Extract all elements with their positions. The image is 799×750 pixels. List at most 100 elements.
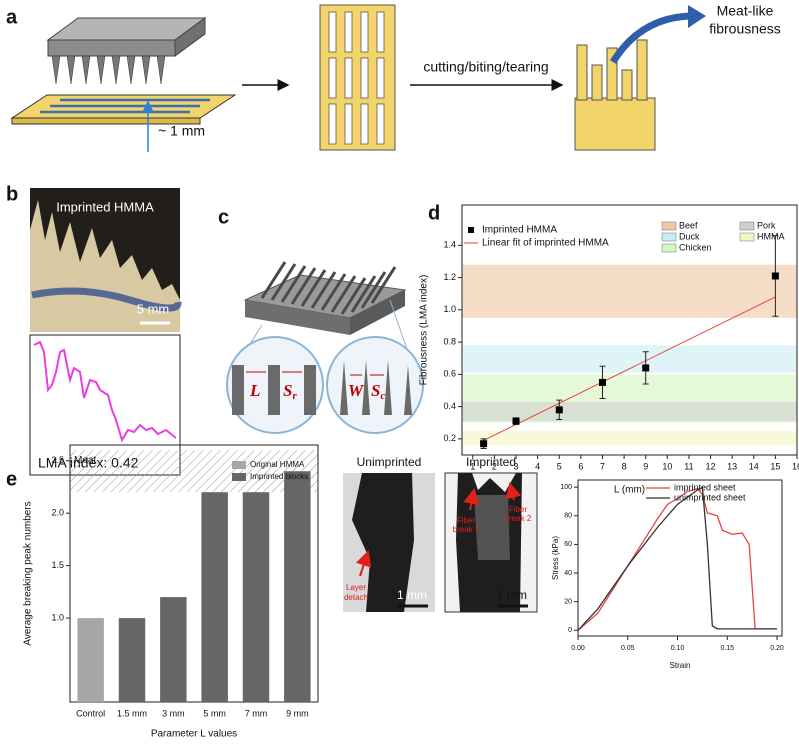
- x-tick-label: 6: [578, 461, 583, 471]
- action-label: cutting/biting/tearing: [423, 59, 548, 75]
- legend-swatch: [661, 243, 677, 253]
- legend-label: Original HMMA: [250, 460, 305, 469]
- fit-line: [483, 296, 776, 441]
- stamp-teeth: [51, 55, 166, 85]
- panel-a: a ~ 1 mm cutting/biting/tearing: [6, 3, 781, 152]
- result-label: Meat-like: [717, 3, 774, 19]
- point: [480, 440, 488, 448]
- panel-label: d: [428, 202, 440, 224]
- photo-title: Imprinted HMMA: [56, 199, 154, 214]
- x-tick-label: 9 mm: [286, 708, 309, 718]
- panel-c: c L Sr W Sc: [218, 206, 424, 434]
- dim-label: W: [348, 381, 365, 400]
- legend-label: Beef: [679, 220, 698, 230]
- reference-band: [70, 450, 318, 493]
- y-tick-label: 2.0: [51, 508, 64, 518]
- x-tick-label: 8: [622, 461, 627, 471]
- point: [598, 378, 606, 386]
- x-tick-label: 0.05: [621, 645, 635, 652]
- dim-label: Sr: [283, 381, 297, 402]
- annotation: break 1: [453, 525, 480, 534]
- annotation: Fiber: [457, 516, 476, 525]
- y-tick-label: 0: [568, 627, 572, 634]
- y-tick-label: 80: [564, 513, 572, 520]
- x-tick-label: 0.20: [770, 645, 784, 652]
- dim-label: L: [249, 381, 260, 400]
- lma-trace: [33, 340, 177, 443]
- legend-swatch: [739, 232, 755, 242]
- annotation: break 2: [505, 514, 532, 523]
- line: [577, 487, 778, 631]
- y-tick-label: 0.2: [443, 433, 456, 443]
- y-tick-label: 0.8: [443, 336, 456, 346]
- x-tick-label: 5: [557, 461, 562, 471]
- x-axis-label: Parameter L values: [151, 729, 237, 740]
- line: [577, 486, 778, 631]
- legend-swatch: [739, 221, 755, 231]
- x-tick-label: 2: [492, 461, 497, 471]
- point: [512, 417, 520, 425]
- annotation: Layer: [346, 583, 366, 592]
- x-tick-label: 3 mm: [162, 708, 185, 718]
- y-tick-label: 60: [564, 541, 572, 548]
- sheet-edge: [11, 117, 201, 125]
- x-tick-label: 14: [749, 461, 759, 471]
- point: [555, 406, 563, 414]
- micrograph-sample: [352, 473, 414, 612]
- slots: [40, 98, 210, 114]
- legend-label: Linear fit of imprinted HMMA: [482, 238, 609, 249]
- scale-label: 1 mm: [497, 588, 527, 602]
- x-tick-label: 7: [600, 461, 605, 471]
- panel-label: b: [6, 183, 18, 205]
- legend-label: Duck: [679, 231, 700, 241]
- x-tick-label: 12: [706, 461, 716, 471]
- x-tick-label: 5 mm: [203, 708, 226, 718]
- annotation-arrow: [355, 550, 372, 577]
- y-tick-label: 1.2: [443, 272, 456, 282]
- legend-label: Imprinted HMMA: [482, 225, 557, 236]
- x-axis-label: L (mm): [614, 485, 645, 496]
- panel-b: b Imprinted HMMA 5 mm LMA index: 0.42: [6, 183, 182, 476]
- x-tick-label: Control: [76, 708, 105, 718]
- x-tick-label: 0.10: [671, 645, 685, 652]
- y-tick-label: 40: [564, 570, 572, 577]
- fibrous-arrow: [610, 12, 691, 64]
- x-tick-label: 13: [727, 461, 737, 471]
- x-tick-label: 10: [662, 461, 672, 471]
- reference-band: [462, 430, 797, 446]
- legend-label: HMMA: [757, 231, 785, 241]
- y-tick-label: 1.0: [443, 304, 456, 314]
- bar: [77, 618, 104, 702]
- gap-label: ~ 1 mm: [158, 123, 205, 139]
- y-tick-label: 100: [560, 484, 572, 491]
- dim-symbol: S: [371, 381, 380, 400]
- y-tick-label: 1.0: [51, 612, 64, 622]
- legend-label: Chicken: [679, 242, 712, 252]
- annotation-arrow: [505, 482, 522, 501]
- reference-band: [462, 401, 797, 422]
- y-tick-label: 1.5: [51, 560, 64, 570]
- x-tick-label: 1.5 mm: [117, 708, 147, 718]
- x-tick-label: 16: [792, 461, 799, 471]
- legend-swatch: [232, 473, 246, 481]
- x-axis-label: Strain: [670, 661, 691, 670]
- fibrous-arrow-head: [688, 5, 706, 28]
- x-tick-label: 9: [643, 461, 648, 471]
- legend-label: Imprinted blocks: [250, 472, 308, 481]
- legend-label: imprinted sheet: [674, 482, 736, 492]
- panel-label: a: [6, 6, 18, 28]
- photo-sample: [30, 200, 180, 332]
- micrograph-inner: [474, 495, 510, 560]
- legend-marker: [468, 227, 474, 233]
- stamp-side: [350, 290, 405, 335]
- x-tick-label: 7 mm: [245, 708, 268, 718]
- dim-symbol: S: [283, 381, 292, 400]
- annotation-arrow: [463, 488, 480, 511]
- bar: [118, 618, 146, 702]
- x-tick-label: 15: [770, 461, 780, 471]
- y-tick-label: 0.6: [443, 369, 456, 379]
- x-tick-label: 0.00: [571, 645, 585, 652]
- bar: [284, 471, 311, 702]
- y-axis-label: Stress (kPa): [551, 536, 560, 580]
